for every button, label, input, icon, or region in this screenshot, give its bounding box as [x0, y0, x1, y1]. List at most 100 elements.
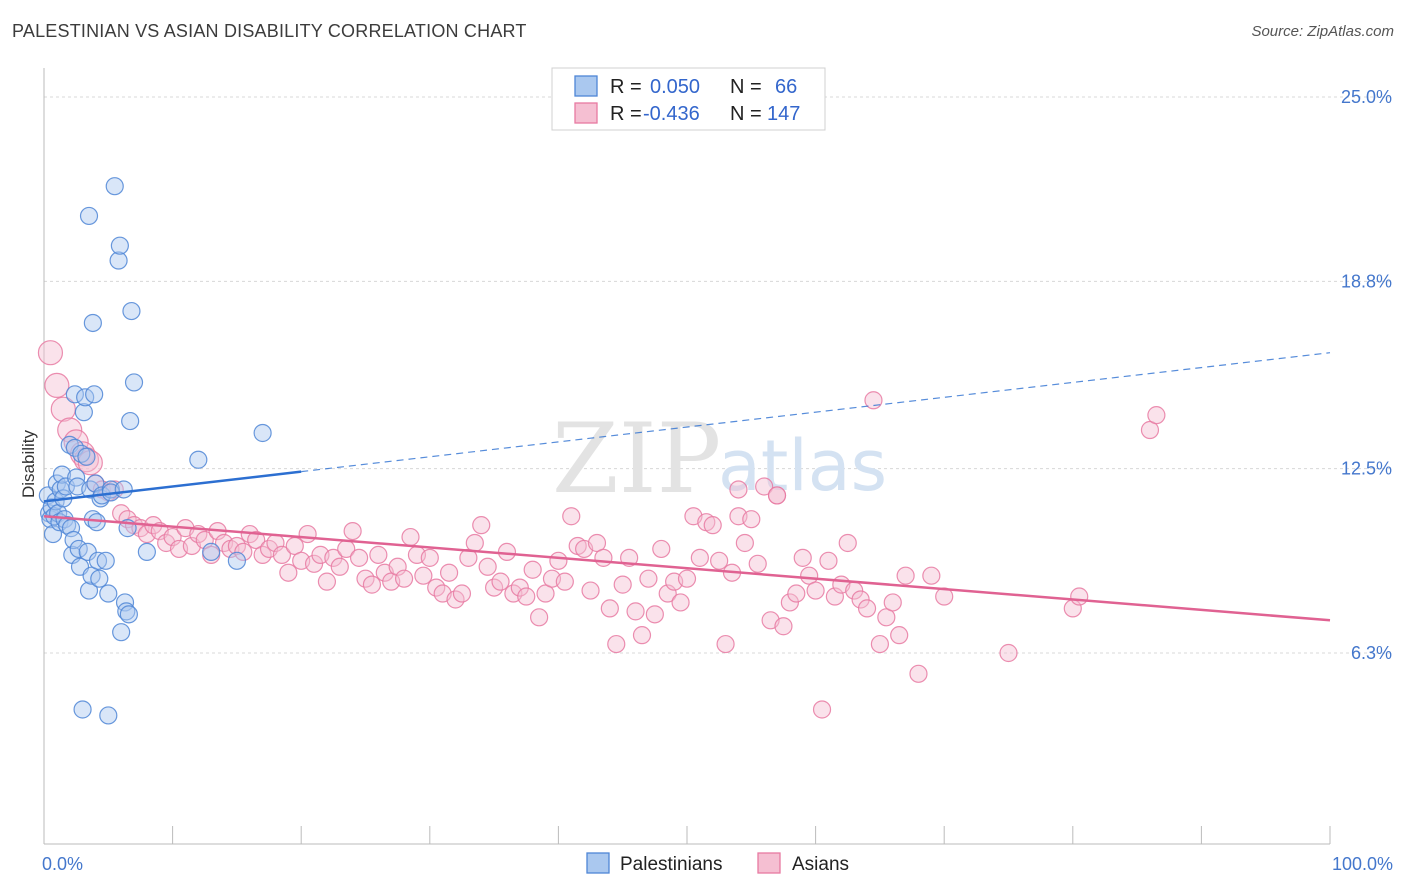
asians-point-75	[517, 587, 536, 606]
asians-point-72	[497, 542, 517, 562]
palestinians-point-61	[124, 373, 144, 392]
palestinians-point-11	[52, 465, 72, 484]
asians-point-82	[562, 507, 581, 526]
asians-point-56	[394, 569, 414, 588]
series-legend-swatch-blue	[586, 852, 610, 874]
series-legend-label-asians: Asians	[792, 854, 849, 875]
legend-swatch-pink	[574, 102, 598, 124]
palestinians-point-64	[202, 542, 221, 562]
axes	[43, 68, 1331, 845]
palestinians-point-65	[227, 551, 246, 570]
asians-point-115	[774, 617, 793, 636]
asians-point-116	[780, 593, 799, 612]
chart-title: PALESTINIAN VS ASIAN DISABILITY CORRELAT…	[12, 21, 527, 41]
palestinians-point-52	[110, 236, 129, 255]
palestinians-point-27	[73, 700, 92, 719]
asians-point-144	[1070, 587, 1089, 606]
correlation-legend: R = 0.050 N = 66 R = -0.436 N = 147	[551, 67, 826, 131]
palestinians-point-32	[79, 581, 99, 600]
palestinians-point-48	[105, 177, 124, 196]
palestinians-point-56	[117, 602, 136, 621]
asians-point-71	[491, 572, 510, 591]
asians-point-90	[613, 575, 632, 594]
asians-point-42	[304, 554, 324, 573]
legend-swatch-blue	[574, 75, 598, 97]
watermark: ZIP atlas	[552, 403, 887, 515]
palestinians-point-58	[119, 605, 138, 624]
asians-point-89	[607, 634, 626, 654]
asians-point-31	[234, 542, 253, 562]
palestinians-point-49	[99, 706, 118, 725]
asians-point-88	[600, 599, 619, 618]
asians-point-52	[369, 545, 388, 564]
source-credit: Source: ZipAtlas.com	[1251, 23, 1394, 40]
series-legend: Palestinians Asians	[586, 852, 849, 875]
asians-point-138	[999, 643, 1018, 663]
palestinians-point-36	[85, 385, 104, 404]
asians-point-122	[819, 551, 838, 570]
palestinians-point-45	[96, 551, 115, 570]
asians-point-87	[594, 548, 613, 567]
asians-point-44	[317, 572, 337, 591]
asians-point-105	[710, 551, 729, 570]
asians-point-49	[349, 548, 369, 567]
asians-points	[37, 340, 1166, 719]
grid-lines	[44, 96, 1392, 654]
asians-point-68	[472, 516, 491, 535]
asians-point-111	[748, 554, 767, 573]
asians-point-51	[362, 575, 382, 594]
palestinians-point-60	[122, 301, 141, 321]
palestinians-trend-dashed	[301, 352, 1331, 473]
asians-point-136	[922, 566, 941, 585]
asians-point-127	[851, 590, 870, 609]
asians-point-85	[581, 581, 600, 600]
palestinians-point-62	[137, 542, 156, 562]
palestinians-point-28	[74, 403, 93, 422]
asians-point-132	[883, 593, 902, 612]
palestinians-trend-line	[43, 470, 302, 503]
asians-point-76	[523, 560, 542, 579]
palestinians-point-26	[72, 444, 91, 463]
asians-point-134	[896, 566, 915, 585]
palestinians-point-40	[90, 569, 109, 588]
asians-point-117	[787, 584, 806, 603]
asians-point-1	[44, 372, 70, 399]
palestinians-point-19	[64, 530, 83, 550]
legend-n-label-1: N =	[730, 76, 762, 98]
asians-point-48	[343, 521, 362, 541]
asians-point-67	[465, 533, 484, 553]
y-tick-labels: 6.3% 12.5% 18.8% 25.0%	[1341, 87, 1392, 663]
asians-point-128	[857, 599, 877, 618]
palestinians-points	[38, 177, 272, 725]
trend-lines	[43, 352, 1331, 622]
y-axis-label: Disability	[19, 429, 38, 498]
palestinians-point-30	[77, 447, 96, 466]
palestinians-point-46	[99, 584, 118, 603]
asians-point-0	[37, 340, 64, 366]
x-tick-label-1: 100.0%	[1332, 854, 1393, 874]
asians-point-3	[57, 417, 83, 443]
asians-point-96	[652, 539, 671, 559]
asians-point-45	[324, 548, 343, 567]
asians-point-65	[452, 584, 472, 603]
series-legend-label-palestinians: Palestinians	[620, 854, 722, 875]
asians-point-109	[735, 533, 754, 553]
legend-r-value-2: -0.436	[643, 103, 700, 125]
legend-r-label-1: R =	[610, 76, 642, 98]
palestinians-point-43	[83, 313, 102, 333]
asians-point-141	[767, 486, 787, 505]
asians-point-59	[414, 566, 433, 585]
watermark-zip: ZIP	[552, 403, 721, 515]
asians-point-118	[793, 548, 812, 567]
asians-point-41	[298, 524, 317, 544]
asians-point-93	[632, 626, 652, 645]
palestinians-point-51	[109, 251, 128, 270]
asians-point-100	[677, 569, 697, 588]
palestinians-point-53	[112, 623, 131, 642]
asians-point-110	[742, 510, 761, 529]
asians-point-125	[838, 533, 857, 553]
y-tick-label-3: 25.0%	[1341, 87, 1392, 107]
asians-point-77	[530, 608, 549, 627]
asians-point-81	[555, 572, 574, 591]
asians-point-130	[870, 634, 890, 654]
